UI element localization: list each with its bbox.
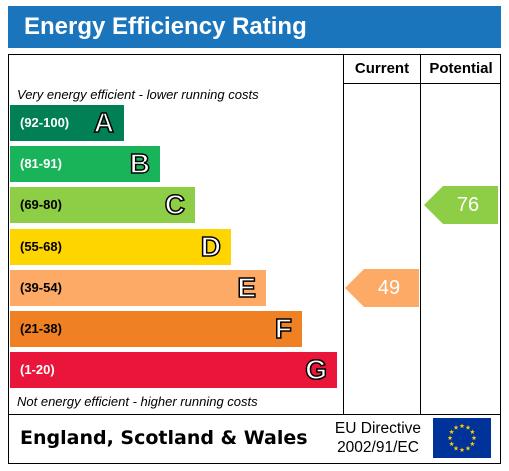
eu-star-icon xyxy=(459,447,465,453)
potential-rating-value: 76 xyxy=(456,194,480,216)
eu-star-icon xyxy=(465,425,471,430)
band-range-label: (1-20) xyxy=(20,362,55,377)
eu-star-icon xyxy=(449,429,455,435)
eu-star-icon xyxy=(449,441,455,447)
eu-flag-icon xyxy=(433,418,491,458)
current-rating-value: 49 xyxy=(377,277,401,299)
potential-rating-arrow: 76 xyxy=(424,186,498,224)
band-d: (55-68) D xyxy=(10,229,231,265)
eu-star-icon xyxy=(447,435,453,441)
eu-star-icon xyxy=(471,435,477,441)
band-g: (1-20) G xyxy=(10,352,337,388)
band-range-label: (92-100) xyxy=(20,115,70,130)
band-f: (21-38) F xyxy=(10,311,302,347)
band-letter-label: C xyxy=(164,188,186,221)
column-divider-current xyxy=(343,54,344,415)
band-b: (81-91) B xyxy=(10,146,160,182)
band-e: (39-54) E xyxy=(10,270,266,306)
band-range-label: (81-91) xyxy=(20,156,62,171)
footer-divider xyxy=(8,414,501,415)
directive-line-1: EU Directive xyxy=(334,420,422,437)
band-range-label: (55-68) xyxy=(20,239,62,254)
current-arrow-shape xyxy=(345,269,419,307)
eu-star-icon xyxy=(459,423,465,429)
band-c: (69-80) C xyxy=(10,187,195,223)
eu-star-icon xyxy=(469,429,475,435)
eu-directive: EU Directive 2002/91/EC xyxy=(328,419,428,457)
caption-inefficient: Not energy efficient - higher running co… xyxy=(17,394,258,409)
band-letter-label: G xyxy=(304,353,327,386)
column-divider-potential xyxy=(420,54,421,415)
eu-star-icon xyxy=(453,425,459,430)
directive-line-2: 2002/91/EC xyxy=(337,439,419,456)
eu-star-icon xyxy=(465,445,471,451)
column-header-current: Current xyxy=(354,60,410,77)
band-range-label: (69-80) xyxy=(20,197,62,212)
band-letter-label: D xyxy=(200,230,222,263)
band-letter-label: B xyxy=(129,147,151,180)
eu-star-icon xyxy=(453,445,459,451)
column-header-potential: Potential xyxy=(429,60,493,77)
current-rating-arrow: 49 xyxy=(345,269,419,307)
chart-title: Energy Efficiency Rating xyxy=(24,13,307,40)
rating-table xyxy=(8,54,501,464)
title-bar: Energy Efficiency Rating xyxy=(8,6,501,48)
band-letter-label: F xyxy=(274,312,293,345)
band-range-label: (39-54) xyxy=(20,280,62,295)
band-range-label: (21-38) xyxy=(20,321,62,336)
band-letter-label: E xyxy=(237,271,257,304)
potential-arrow-shape xyxy=(424,186,498,224)
eu-star-icon xyxy=(469,441,475,447)
header-divider xyxy=(343,83,501,84)
band-letter-label: A xyxy=(93,106,115,139)
caption-efficient: Very energy efficient - lower running co… xyxy=(17,87,259,102)
region-label: England, Scotland & Wales xyxy=(20,427,308,449)
band-a: (92-100) A xyxy=(10,105,124,141)
